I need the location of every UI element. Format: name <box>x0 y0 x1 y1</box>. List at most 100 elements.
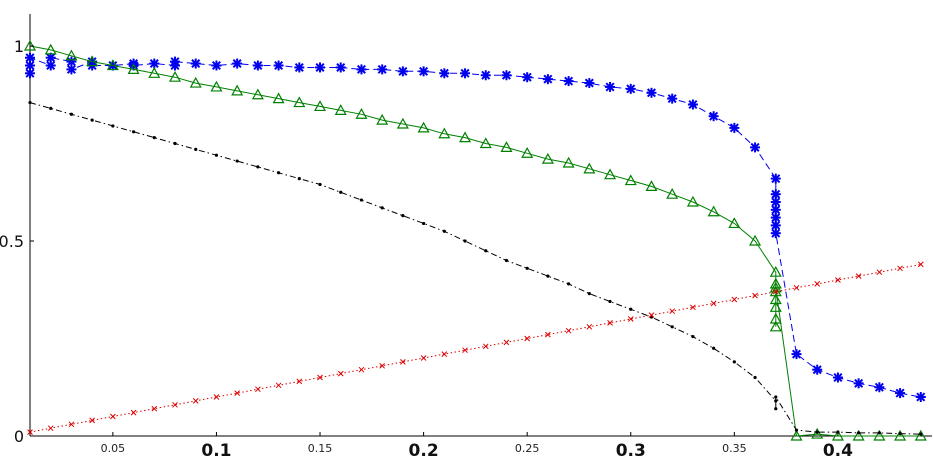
data-point-triangle <box>355 108 368 119</box>
data-point-dot <box>877 431 881 435</box>
data-point-dot <box>380 206 384 210</box>
data-point-dot <box>90 118 94 122</box>
data-point-x <box>503 339 510 346</box>
data-point-triangle <box>251 88 264 100</box>
data-point-asterisk <box>812 364 823 375</box>
data-point-dot <box>318 182 322 187</box>
data-point-dot <box>691 334 695 339</box>
data-point-asterisk <box>377 64 388 75</box>
data-point-asterisk <box>315 62 326 73</box>
data-point-x <box>731 296 738 303</box>
data-point-triangle <box>562 156 575 168</box>
data-point-dot <box>794 428 799 432</box>
data-point-triangle <box>65 49 78 61</box>
data-point-asterisk <box>170 56 181 67</box>
data-point-asterisk <box>708 111 719 122</box>
data-point-triangle <box>686 195 699 207</box>
data-point-dot <box>111 124 115 128</box>
data-point-asterisk <box>584 78 595 89</box>
data-point-x <box>607 320 613 326</box>
data-point-x <box>296 378 303 385</box>
data-point-asterisk <box>480 70 491 81</box>
data-point-dot <box>214 153 219 157</box>
data-point-triangle <box>396 117 409 129</box>
data-point-asterisk <box>190 58 201 69</box>
data-point-asterisk <box>895 388 906 399</box>
data-point-asterisk <box>25 52 35 63</box>
data-point-x <box>545 331 551 338</box>
data-point-asterisk <box>667 93 678 104</box>
data-point-x <box>814 281 821 287</box>
data-point-asterisk <box>874 382 885 393</box>
data-point-x <box>379 362 386 369</box>
data-point-x <box>897 265 903 272</box>
data-point-triangle <box>541 152 554 164</box>
data-point-asterisk <box>915 392 926 402</box>
data-point-x <box>441 351 448 357</box>
y-tick-label: 0 <box>14 427 24 446</box>
data-point-triangle <box>894 429 907 441</box>
data-point-dot <box>774 395 778 399</box>
data-point-dot <box>774 399 778 403</box>
data-point-x <box>68 421 75 428</box>
data-point-triangle <box>86 55 99 67</box>
x-tick-label: 0.25 <box>515 442 540 455</box>
data-point-dot <box>732 360 736 364</box>
data-point-asterisk <box>211 60 222 71</box>
data-point-asterisk <box>750 142 761 153</box>
x-tick-label: 0.05 <box>101 442 126 455</box>
data-point-triangle <box>334 104 347 115</box>
data-point-asterisk <box>273 60 284 71</box>
data-point-dot <box>919 432 923 436</box>
data-point-dot <box>857 431 861 435</box>
data-point-x <box>89 417 96 424</box>
data-point-x <box>793 284 800 291</box>
data-point-x <box>110 413 116 420</box>
x-tick-label: 0.3 <box>616 441 646 460</box>
data-point-x <box>275 382 282 389</box>
data-point-dot <box>173 141 177 146</box>
data-point-dot <box>256 165 260 169</box>
data-point-triangle <box>666 187 679 199</box>
data-point-asterisk <box>791 349 802 360</box>
data-point-triangle <box>852 429 865 441</box>
x-tick-label: 0.1 <box>201 441 231 460</box>
data-point-dot <box>774 407 778 411</box>
data-point-asterisk <box>832 372 843 383</box>
data-point-asterisk <box>460 68 471 79</box>
data-point-triangle <box>127 63 140 75</box>
data-point-x <box>27 429 33 435</box>
data-point-triangle <box>728 217 741 229</box>
data-point-triangle <box>769 265 782 277</box>
data-point-asterisk <box>770 204 781 215</box>
data-point-triangle <box>272 92 285 104</box>
data-point-triangle <box>314 100 327 112</box>
axes <box>29 14 932 437</box>
data-point-asterisk <box>25 68 35 79</box>
data-point-triangle <box>707 205 720 217</box>
data-point-x <box>565 327 572 334</box>
data-point-asterisk <box>335 62 346 73</box>
data-point-x <box>627 316 634 322</box>
y-tick-label: 1 <box>14 37 24 56</box>
data-point-dot <box>815 430 819 434</box>
data-point-x <box>586 323 593 330</box>
data-point-triangle <box>604 168 617 180</box>
data-point-dot <box>484 249 488 253</box>
series-group <box>23 39 927 441</box>
series-asterisk <box>25 52 926 402</box>
data-point-x <box>234 390 241 396</box>
data-point-x <box>358 366 365 373</box>
data-point-asterisk <box>397 66 408 77</box>
data-point-triangle <box>168 70 182 82</box>
series-x <box>27 261 924 435</box>
data-point-x <box>172 401 178 408</box>
data-point-x <box>524 335 531 342</box>
data-point-dot <box>670 325 674 329</box>
data-point-asterisk <box>625 83 636 94</box>
data-point-triangle <box>790 429 803 441</box>
y-tick-label: 0.5 <box>0 232 24 251</box>
